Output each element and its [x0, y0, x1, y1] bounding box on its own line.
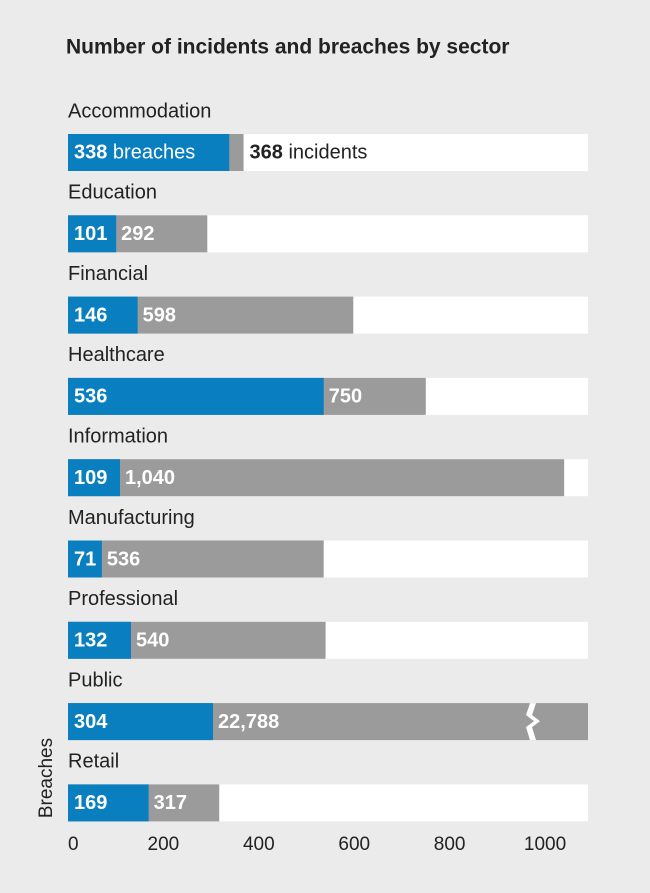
x-tick-label: 600 — [338, 834, 370, 855]
breach-label: 101 — [74, 223, 107, 245]
breach-label: 169 — [74, 792, 107, 814]
breach-bar — [68, 703, 214, 741]
incident-label: 1,040 — [125, 467, 175, 489]
breach-bar — [68, 377, 324, 415]
x-tick-label: 800 — [434, 834, 466, 855]
category-label: Healthcare — [68, 344, 165, 366]
x-tick-label: 200 — [148, 834, 180, 855]
category-label: Financial — [68, 263, 148, 285]
category-label: Professional — [68, 588, 178, 610]
breach-label: 71 — [74, 548, 96, 570]
breach-bar — [68, 459, 120, 497]
category-label: Accommodation — [68, 100, 211, 122]
incident-bar — [68, 459, 565, 497]
breach-bar — [68, 540, 102, 578]
x-tick-label: 1000 — [524, 834, 566, 855]
x-tick-label: 0 — [68, 834, 79, 855]
incident-label: 317 — [154, 792, 187, 814]
chart-title: Number of incidents and breaches by sect… — [66, 36, 509, 59]
breach-label: 304 — [74, 711, 108, 733]
breach-label: 338 breaches — [74, 142, 195, 164]
incident-label: 22,788 — [218, 711, 279, 733]
breach-bar — [68, 296, 138, 334]
breach-label: 146 — [74, 304, 107, 326]
category-label: Education — [68, 182, 157, 204]
breach-bar — [68, 215, 117, 253]
incident-label: 292 — [121, 223, 154, 245]
breach-label: 132 — [74, 630, 107, 652]
incident-label: 540 — [136, 630, 169, 652]
breach-bar — [68, 134, 230, 171]
category-label: Information — [68, 425, 168, 447]
axis-label: Breaches — [36, 738, 57, 818]
breach-bar — [68, 621, 131, 659]
category-label: Public — [68, 669, 122, 691]
category-label: Manufacturing — [68, 507, 195, 529]
incident-bar — [68, 540, 324, 578]
breach-label: 109 — [74, 467, 107, 489]
incident-label: 536 — [107, 548, 140, 570]
breach-bar — [68, 784, 149, 822]
breach-label: 536 — [74, 386, 107, 408]
category-label: Retail — [68, 751, 119, 773]
x-tick-label: 400 — [243, 834, 275, 855]
incident-label: 598 — [143, 304, 176, 326]
incident-label: 750 — [329, 386, 362, 408]
incident-label: 368 incidents — [250, 142, 368, 164]
axis-break — [526, 703, 540, 741]
